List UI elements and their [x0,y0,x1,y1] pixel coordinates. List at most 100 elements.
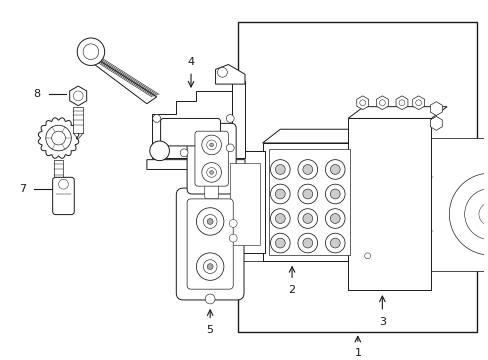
Circle shape [448,173,488,255]
Polygon shape [356,96,368,109]
Circle shape [364,253,370,259]
Circle shape [415,100,421,106]
Circle shape [270,159,289,179]
Circle shape [59,179,68,189]
Circle shape [359,100,365,106]
Text: 6: 6 [55,200,62,210]
Polygon shape [355,129,373,261]
Circle shape [209,143,213,147]
Bar [225,151,264,253]
Circle shape [398,100,404,106]
Circle shape [325,184,345,204]
Text: 2: 2 [288,285,295,295]
Bar [230,163,259,245]
Circle shape [209,170,213,174]
Polygon shape [376,96,387,109]
FancyBboxPatch shape [160,118,220,146]
Circle shape [330,213,340,224]
Circle shape [196,253,224,280]
Circle shape [302,238,312,248]
Circle shape [330,238,340,248]
Polygon shape [232,81,244,158]
Polygon shape [347,107,446,118]
Text: 8: 8 [33,89,41,99]
Circle shape [325,209,345,228]
Circle shape [275,213,285,224]
Circle shape [229,234,237,242]
Polygon shape [146,159,244,170]
Circle shape [152,114,160,122]
FancyBboxPatch shape [176,188,244,300]
Circle shape [196,208,224,235]
Bar [54,159,63,179]
Circle shape [207,219,213,224]
Circle shape [202,163,221,182]
Polygon shape [151,91,232,158]
Circle shape [432,157,488,271]
Circle shape [180,149,188,157]
Circle shape [206,140,216,150]
Circle shape [330,189,340,199]
Circle shape [270,209,289,228]
Circle shape [205,294,215,304]
Bar [347,118,430,290]
Bar [73,107,83,133]
Circle shape [270,184,289,204]
Circle shape [202,135,221,155]
Bar [268,149,349,255]
Text: 3: 3 [378,317,385,327]
Circle shape [46,125,71,151]
Circle shape [52,131,65,145]
Circle shape [302,189,312,199]
Bar [238,22,476,332]
Polygon shape [412,96,424,109]
Circle shape [297,159,317,179]
Circle shape [297,184,317,204]
Polygon shape [215,64,244,84]
Circle shape [149,141,169,161]
Polygon shape [88,59,156,104]
Text: 7: 7 [19,184,26,194]
Circle shape [203,260,217,274]
FancyBboxPatch shape [187,123,236,194]
FancyBboxPatch shape [187,199,233,289]
Circle shape [226,144,234,152]
FancyBboxPatch shape [204,185,218,199]
Circle shape [297,233,317,253]
Circle shape [226,114,234,122]
Circle shape [203,215,217,228]
Circle shape [275,189,285,199]
Circle shape [270,233,289,253]
Circle shape [478,203,488,225]
Circle shape [302,165,312,174]
Text: 5: 5 [206,325,213,336]
Circle shape [73,91,83,101]
Circle shape [217,67,227,77]
Circle shape [77,38,104,66]
Circle shape [207,264,213,270]
Circle shape [206,167,216,177]
Circle shape [229,220,237,228]
FancyBboxPatch shape [195,131,228,186]
Circle shape [302,213,312,224]
Circle shape [83,44,99,59]
Polygon shape [429,117,441,130]
Polygon shape [70,86,86,106]
Circle shape [275,238,285,248]
Circle shape [275,165,285,174]
Circle shape [297,209,317,228]
Text: 4: 4 [187,57,194,67]
Polygon shape [429,102,441,116]
Text: 1: 1 [354,348,361,358]
Circle shape [464,189,488,240]
FancyBboxPatch shape [53,177,74,215]
Bar [428,138,488,270]
Circle shape [379,100,385,106]
Polygon shape [395,96,407,109]
Bar [262,143,355,261]
Polygon shape [38,118,79,158]
Circle shape [330,165,340,174]
Polygon shape [262,129,373,143]
Circle shape [325,233,345,253]
Circle shape [325,159,345,179]
